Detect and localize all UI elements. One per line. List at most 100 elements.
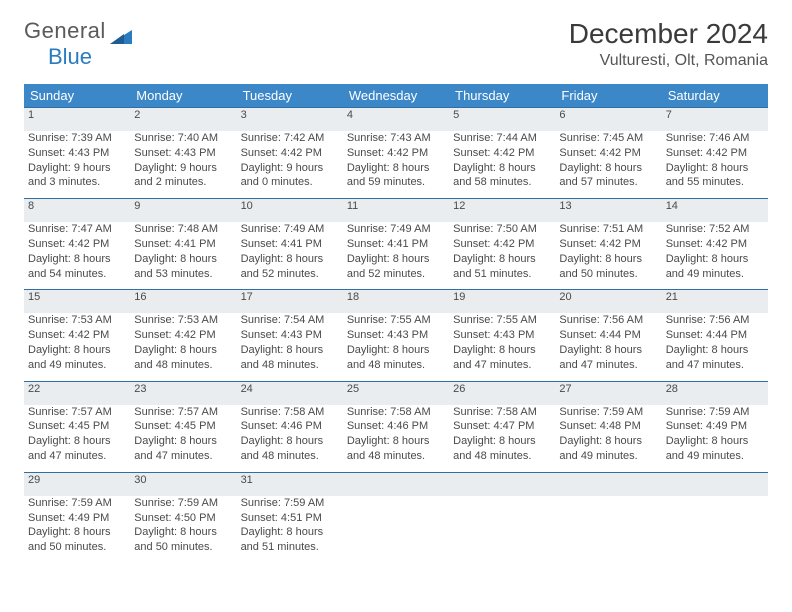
sunrise-line: Sunrise: 7:55 AM xyxy=(347,313,445,328)
day-content-cell: Sunrise: 7:46 AMSunset: 4:42 PMDaylight:… xyxy=(662,131,768,199)
sunrise-line: Sunrise: 7:58 AM xyxy=(453,405,551,420)
day-content-cell: Sunrise: 7:43 AMSunset: 4:42 PMDaylight:… xyxy=(343,131,449,199)
sunset-line: Sunset: 4:43 PM xyxy=(241,328,339,343)
page-header: General Blue December 2024 Vulturesti, O… xyxy=(24,18,768,70)
weekday-header: Friday xyxy=(555,84,661,108)
sunset-line: Sunset: 4:43 PM xyxy=(28,146,126,161)
day-content-cell: Sunrise: 7:56 AMSunset: 4:44 PMDaylight:… xyxy=(555,313,661,381)
daylight-line: Daylight: 8 hours and 48 minutes. xyxy=(241,343,339,373)
sunrise-line: Sunrise: 7:54 AM xyxy=(241,313,339,328)
day-content-row: Sunrise: 7:59 AMSunset: 4:49 PMDaylight:… xyxy=(24,496,768,563)
sunset-line: Sunset: 4:50 PM xyxy=(134,511,232,526)
daylight-line: Daylight: 8 hours and 49 minutes. xyxy=(559,434,657,464)
sunrise-line: Sunrise: 7:52 AM xyxy=(666,222,764,237)
empty-day-content-cell xyxy=(343,496,449,563)
sunset-line: Sunset: 4:41 PM xyxy=(347,237,445,252)
daylight-line: Daylight: 8 hours and 47 minutes. xyxy=(453,343,551,373)
daylight-line: Daylight: 8 hours and 55 minutes. xyxy=(666,161,764,191)
day-content-cell: Sunrise: 7:52 AMSunset: 4:42 PMDaylight:… xyxy=(662,222,768,290)
daylight-line: Daylight: 8 hours and 48 minutes. xyxy=(347,343,445,373)
daylight-line: Daylight: 8 hours and 50 minutes. xyxy=(134,525,232,555)
day-content-cell: Sunrise: 7:51 AMSunset: 4:42 PMDaylight:… xyxy=(555,222,661,290)
day-number-cell: 2 xyxy=(130,108,236,131)
day-number-row: 293031 xyxy=(24,472,768,495)
daylight-line: Daylight: 8 hours and 47 minutes. xyxy=(28,434,126,464)
day-content-cell: Sunrise: 7:57 AMSunset: 4:45 PMDaylight:… xyxy=(130,405,236,473)
sunset-line: Sunset: 4:42 PM xyxy=(134,328,232,343)
sunrise-line: Sunrise: 7:56 AM xyxy=(559,313,657,328)
sunrise-line: Sunrise: 7:56 AM xyxy=(666,313,764,328)
sunset-line: Sunset: 4:49 PM xyxy=(666,419,764,434)
sunrise-line: Sunrise: 7:53 AM xyxy=(28,313,126,328)
empty-day-number-cell xyxy=(343,472,449,495)
daylight-line: Daylight: 8 hours and 48 minutes. xyxy=(453,434,551,464)
daylight-line: Daylight: 8 hours and 49 minutes. xyxy=(666,434,764,464)
daylight-line: Daylight: 8 hours and 57 minutes. xyxy=(559,161,657,191)
day-number-cell: 15 xyxy=(24,290,130,313)
brand-logo: General Blue xyxy=(24,18,132,70)
day-content-cell: Sunrise: 7:54 AMSunset: 4:43 PMDaylight:… xyxy=(237,313,343,381)
day-number-cell: 26 xyxy=(449,381,555,404)
day-content-cell: Sunrise: 7:56 AMSunset: 4:44 PMDaylight:… xyxy=(662,313,768,381)
brand-triangle-icon xyxy=(110,30,132,44)
day-content-row: Sunrise: 7:53 AM Sunset: 4:42 PM Daylight:… xyxy=(24,313,768,381)
day-number-cell: 14 xyxy=(662,199,768,222)
day-content-cell: Sunrise: 7:53 AMSunset: 4:42 PMDaylight:… xyxy=(130,313,236,381)
sunrise-line: Sunrise: 7:57 AM xyxy=(28,405,126,420)
day-number-cell: 6 xyxy=(555,108,661,131)
day-number-cell: 1 xyxy=(24,108,130,131)
day-content-cell: Sunrise: 7:50 AMSunset: 4:42 PMDaylight:… xyxy=(449,222,555,290)
day-number-cell: 10 xyxy=(237,199,343,222)
sunset-line: Sunset: 4:42 PM xyxy=(241,146,339,161)
day-number-cell: 8 xyxy=(24,199,130,222)
sunrise-line: Sunrise: 7:59 AM xyxy=(28,496,126,511)
sunrise-line: Sunrise: 7:51 AM xyxy=(559,222,657,237)
brand-word-2: Blue xyxy=(48,44,92,69)
month-title: December 2024 xyxy=(569,18,768,50)
weekday-header: Saturday xyxy=(662,84,768,108)
day-number-cell: 25 xyxy=(343,381,449,404)
sunset-line: Sunset: 4:41 PM xyxy=(134,237,232,252)
day-content-cell: Sunrise: 7:58 AMSunset: 4:46 PMDaylight:… xyxy=(343,405,449,473)
day-number-cell: 13 xyxy=(555,199,661,222)
weekday-header: Thursday xyxy=(449,84,555,108)
sunset-line: Sunset: 4:42 PM xyxy=(666,237,764,252)
sunset-line: Sunset: 4:49 PM xyxy=(28,511,126,526)
day-number-cell: 30 xyxy=(130,472,236,495)
daylight-line: Daylight: 8 hours and 50 minutes. xyxy=(28,525,126,555)
empty-day-number-cell xyxy=(662,472,768,495)
daylight-line: Daylight: 9 hours and 0 minutes. xyxy=(241,161,339,191)
day-number-cell: 31 xyxy=(237,472,343,495)
day-number-cell: 17 xyxy=(237,290,343,313)
day-content-cell: Sunrise: 7:53 AMSunset: 4:42 PMDaylight:… xyxy=(24,313,130,381)
day-content-cell: Sunrise: 7:45 AMSunset: 4:42 PMDaylight:… xyxy=(555,131,661,199)
sunset-line: Sunset: 4:51 PM xyxy=(241,511,339,526)
sunset-line: Sunset: 4:46 PM xyxy=(347,419,445,434)
day-number-cell: 4 xyxy=(343,108,449,131)
daylight-line: Daylight: 8 hours and 49 minutes. xyxy=(666,252,764,282)
day-number-cell: 28 xyxy=(662,381,768,404)
sunrise-line: Sunrise: 7:42 AM xyxy=(241,131,339,146)
day-content-cell: Sunrise: 7:57 AMSunset: 4:45 PMDaylight:… xyxy=(24,405,130,473)
sunset-line: Sunset: 4:44 PM xyxy=(666,328,764,343)
sunset-line: Sunset: 4:43 PM xyxy=(134,146,232,161)
daylight-line: Daylight: 8 hours and 48 minutes. xyxy=(241,434,339,464)
sunrise-line: Sunrise: 7:59 AM xyxy=(134,496,232,511)
day-number-row: 22232425262728 xyxy=(24,381,768,404)
sunrise-line: Sunrise: 7:48 AM xyxy=(134,222,232,237)
day-number-cell: 20 xyxy=(555,290,661,313)
day-content-cell: Sunrise: 7:58 AMSunset: 4:47 PMDaylight:… xyxy=(449,405,555,473)
day-number-cell: 5 xyxy=(449,108,555,131)
day-content-cell: Sunrise: 7:49 AMSunset: 4:41 PMDaylight:… xyxy=(237,222,343,290)
sunset-line: Sunset: 4:41 PM xyxy=(241,237,339,252)
location-label: Vulturesti, Olt, Romania xyxy=(569,52,768,70)
day-number-row: 1234567 xyxy=(24,108,768,131)
day-content-cell: Sunrise: 7:39 AMSunset: 4:43 PMDaylight:… xyxy=(24,131,130,199)
day-number-cell: 3 xyxy=(237,108,343,131)
weekday-header: Monday xyxy=(130,84,236,108)
daylight-line: Daylight: 8 hours and 59 minutes. xyxy=(347,161,445,191)
day-content-cell: Sunrise: 7:42 AMSunset: 4:42 PMDaylight:… xyxy=(237,131,343,199)
day-content-cell: Sunrise: 7:59 AMSunset: 4:50 PMDaylight:… xyxy=(130,496,236,563)
daylight-line: Daylight: 8 hours and 54 minutes. xyxy=(28,252,126,282)
daylight-line: Daylight: 8 hours and 58 minutes. xyxy=(453,161,551,191)
